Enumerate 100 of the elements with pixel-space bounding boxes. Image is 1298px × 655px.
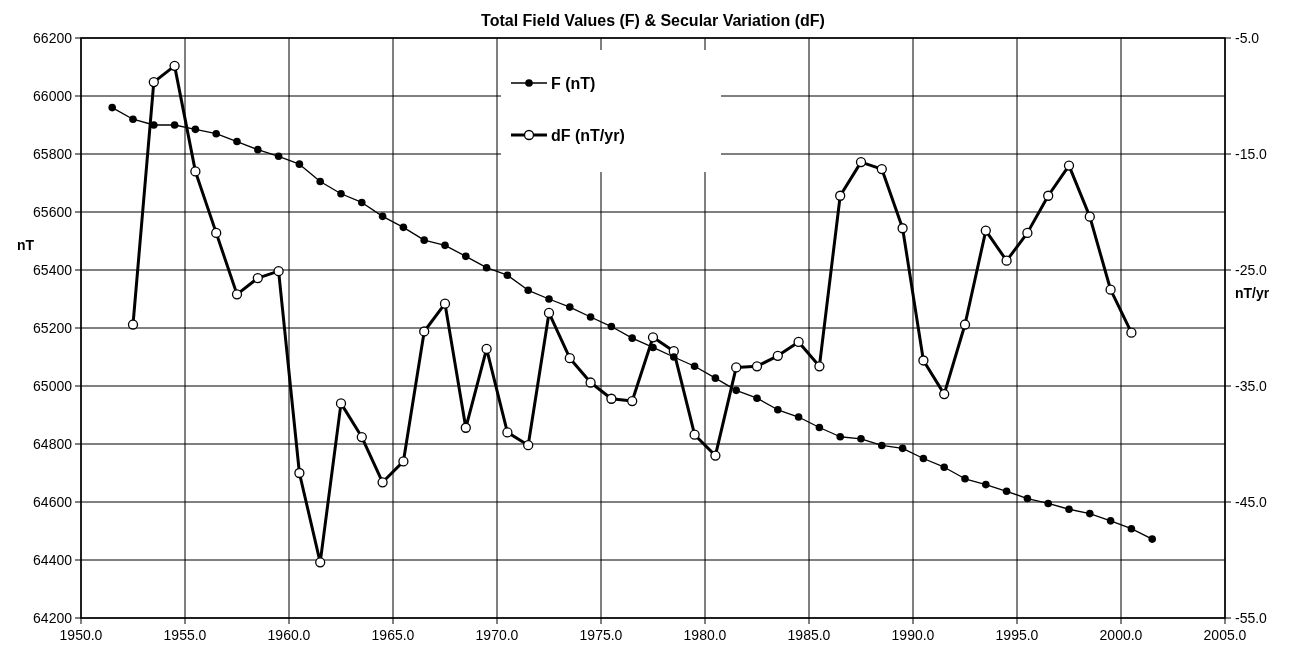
point [689,429,700,440]
point [855,156,867,168]
point [564,353,575,364]
point [545,295,553,303]
point [670,353,678,361]
point [254,145,262,154]
point [753,394,761,402]
point [711,374,720,382]
point [961,475,969,483]
point [1148,535,1156,543]
point [878,441,886,450]
y-tick-label: 65400 [33,262,73,278]
y2-tick-label: -25.0 [1235,262,1268,278]
point [543,307,555,319]
point [649,343,657,352]
point [274,152,283,161]
point [710,450,721,461]
y-tick-label: 65800 [33,146,73,162]
point [814,361,825,372]
point [150,121,158,129]
point [398,456,409,467]
y2-tick-label: -45.0 [1235,494,1268,510]
point [628,334,636,342]
y2-tick-label: -35.0 [1235,378,1268,394]
point [316,177,324,186]
y2-axis-title: nT/yr [1235,285,1270,301]
y-tick-label: 65000 [33,378,73,394]
x-tick-label: 1955.0 [163,627,207,643]
point [794,413,803,421]
y2-tick-label: -55.0 [1235,610,1268,626]
point [335,398,347,409]
point [462,252,470,261]
point [919,454,928,463]
point [502,427,513,438]
legend-label: dF (nT/yr) [551,127,625,144]
point [1044,499,1052,508]
point [1002,487,1011,496]
point [836,432,844,441]
x-tick-label: 1965.0 [371,627,415,643]
point [356,431,367,443]
point [647,332,659,343]
point [169,60,180,71]
x-tick-label: 1950.0 [59,627,103,643]
point [751,361,763,372]
point [566,303,574,311]
y2-tick-label: -15.0 [1235,146,1268,162]
point [378,212,387,221]
point [939,388,950,400]
point [441,241,449,250]
point [294,467,305,479]
point [211,227,222,239]
point [337,189,345,198]
point [918,355,929,366]
point [627,395,638,407]
point [1105,284,1116,295]
point [129,115,137,123]
point [1063,160,1075,171]
point [898,444,907,453]
point [897,223,908,234]
point [148,76,159,88]
point [1126,327,1137,338]
x-tick-label: 1995.0 [995,627,1039,643]
x-tick-label: 2005.0 [1203,627,1247,643]
chart-title: Total Field Values (F) & Secular Variation (dF) [481,12,825,29]
point [523,440,534,451]
point [190,166,201,177]
point [439,298,451,309]
x-tick-label: 1985.0 [787,627,831,643]
legend-label: F (nT) [551,75,596,92]
point [1084,211,1095,222]
point [399,223,408,232]
y-tick-label: 64200 [33,610,73,626]
point [233,137,241,146]
point [460,422,471,433]
point [212,129,220,138]
point [959,319,971,330]
point [940,463,948,471]
point [482,263,491,272]
x-tick-label: 2000.0 [1099,627,1143,643]
y2-tick-label: -5.0 [1235,30,1260,46]
point [1001,255,1012,266]
point [1023,494,1032,503]
point [231,289,243,300]
x-tick-label: 1960.0 [267,627,311,643]
point [607,322,616,331]
x-tick-label: 1990.0 [891,627,935,643]
point [1022,227,1033,239]
point [420,236,428,244]
point [793,336,804,348]
point [295,160,304,168]
point [524,286,532,295]
point [315,557,326,568]
y-tick-label: 66200 [33,30,73,46]
y-tick-label: 64800 [33,436,73,452]
point [585,377,596,388]
point [586,313,595,321]
point [127,319,139,330]
point [982,480,990,489]
x-tick-label: 1980.0 [683,627,727,643]
y-tick-label: 64600 [33,494,73,510]
